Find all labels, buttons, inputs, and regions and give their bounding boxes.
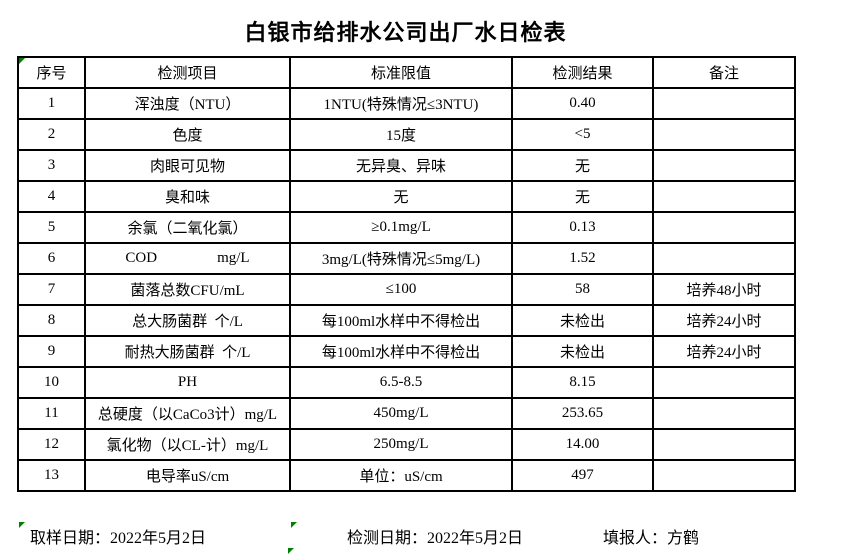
cell-result: 14.00 — [511, 428, 654, 461]
cell-remark — [652, 87, 796, 120]
header-row: 序号 检测项目 标准限值 检测结果 备注 — [17, 56, 796, 89]
column-header-result: 检测结果 — [511, 56, 654, 89]
cell-remark — [652, 118, 796, 151]
daily-check-table: 序号 检测项目 标准限值 检测结果 备注 1 浑浊度（NTU） 1NTU(特殊情… — [17, 56, 796, 492]
cell-limit: 无异臭、异味 — [289, 149, 513, 182]
error-indicator-icon — [19, 58, 25, 64]
cell-item: 菌落总数CFU/mL — [84, 273, 291, 306]
column-header-item: 检测项目 — [84, 56, 291, 89]
error-indicator-icon — [291, 522, 297, 528]
cell-item: 总硬度（以CaCo3计）mg/L — [84, 397, 291, 430]
cell-result: 未检出 — [511, 335, 654, 368]
column-header-serial: 序号 — [17, 56, 86, 89]
cell-result: 无 — [511, 180, 654, 213]
cell-result: 0.13 — [511, 211, 654, 244]
cell-item: 臭和味 — [84, 180, 291, 213]
table-row: 6 COD mg/L 3mg/L(特殊情况≤5mg/L) 1.52 — [17, 242, 796, 275]
cell-remark — [652, 242, 796, 275]
table-row: 9 耐热大肠菌群 个/L 每100ml水样中不得检出 未检出 培养24小时 — [17, 335, 796, 368]
table-row: 7 菌落总数CFU/mL ≤100 58 培养48小时 — [17, 273, 796, 306]
reporter-text: 填报人：方鹤 — [603, 530, 700, 547]
cell-serial: 11 — [17, 397, 86, 430]
cell-remark — [652, 397, 796, 430]
table-row: 4 臭和味 无 无 — [17, 180, 796, 213]
page-title: 白银市给排水公司出厂水日检表 — [244, 20, 567, 45]
cell-serial: 9 — [17, 335, 86, 368]
cell-item: 氯化物（以CL-计）mg/L — [84, 428, 291, 461]
table-row: 13 电导率uS/cm 单位：uS/cm 497 — [17, 459, 796, 492]
cell-remark — [652, 149, 796, 182]
cell-limit: 无 — [289, 180, 513, 213]
cell-remark: 培养24小时 — [652, 304, 796, 337]
cell-serial: 8 — [17, 304, 86, 337]
cell-result: 无 — [511, 149, 654, 182]
cell-limit: 3mg/L(特殊情况≤5mg/L) — [289, 242, 513, 275]
cell-limit: ≤100 — [289, 273, 513, 306]
error-indicator-icon — [19, 522, 25, 528]
table-row: 1 浑浊度（NTU） 1NTU(特殊情况≤3NTU) 0.40 — [17, 87, 796, 120]
cell-result: 1.52 — [511, 242, 654, 275]
cell-item: PH — [84, 366, 291, 399]
cell-limit: 每100ml水样中不得检出 — [289, 335, 513, 368]
sampling-date-text: 取样日期：2022年5月2日 — [30, 530, 207, 547]
cell-remark — [652, 366, 796, 399]
cell-serial: 1 — [17, 87, 86, 120]
cell-item: 电导率uS/cm — [84, 459, 291, 492]
cell-remark — [652, 211, 796, 244]
cell-result: 8.15 — [511, 366, 654, 399]
cell-limit: 6.5-8.5 — [289, 366, 513, 399]
table-row: 12 氯化物（以CL-计）mg/L 250mg/L 14.00 — [17, 428, 796, 461]
cell-item: 总大肠菌群 个/L — [84, 304, 291, 337]
cell-limit: 15度 — [289, 118, 513, 151]
cell-limit: 250mg/L — [289, 428, 513, 461]
cell-limit: 450mg/L — [289, 397, 513, 430]
cell-item: 浑浊度（NTU） — [84, 87, 291, 120]
cell-result: 253.65 — [511, 397, 654, 430]
table-row: 11 总硬度（以CaCo3计）mg/L 450mg/L 253.65 — [17, 397, 796, 430]
cell-remark: 培养48小时 — [652, 273, 796, 306]
cell-limit: ≥0.1mg/L — [289, 211, 513, 244]
table-row: 3 肉眼可见物 无异臭、异味 无 — [17, 149, 796, 182]
cell-result: 0.40 — [511, 87, 654, 120]
column-header-remark: 备注 — [652, 56, 796, 89]
cell-serial: 7 — [17, 273, 86, 306]
cell-serial: 12 — [17, 428, 86, 461]
table-row: 5 余氯（二氧化氯） ≥0.1mg/L 0.13 — [17, 211, 796, 244]
column-header-limit: 标准限值 — [289, 56, 513, 89]
cell-limit: 单位：uS/cm — [289, 459, 513, 492]
cell-serial: 10 — [17, 366, 86, 399]
cell-item: 余氯（二氧化氯） — [84, 211, 291, 244]
cell-limit: 1NTU(特殊情况≤3NTU) — [289, 87, 513, 120]
cell-serial: 3 — [17, 149, 86, 182]
cell-remark — [652, 428, 796, 461]
cell-limit: 每100ml水样中不得检出 — [289, 304, 513, 337]
cell-serial: 4 — [17, 180, 86, 213]
cell-remark: 培养24小时 — [652, 335, 796, 368]
cell-item: COD mg/L — [84, 242, 291, 275]
cell-serial: 13 — [17, 459, 86, 492]
cell-serial: 2 — [17, 118, 86, 151]
error-indicator-icon — [288, 548, 294, 554]
table-row: 2 色度 15度 <5 — [17, 118, 796, 151]
table-row: 10 PH 6.5-8.5 8.15 — [17, 366, 796, 399]
cell-serial: 5 — [17, 211, 86, 244]
cell-result: 58 — [511, 273, 654, 306]
cell-item: 耐热大肠菌群 个/L — [84, 335, 291, 368]
table-row: 8 总大肠菌群 个/L 每100ml水样中不得检出 未检出 培养24小时 — [17, 304, 796, 337]
cell-item: 色度 — [84, 118, 291, 151]
cell-item: 肉眼可见物 — [84, 149, 291, 182]
cell-serial: 6 — [17, 242, 86, 275]
cell-remark — [652, 459, 796, 492]
cell-remark — [652, 180, 796, 213]
cell-result: <5 — [511, 118, 654, 151]
cell-result: 497 — [511, 459, 654, 492]
cell-result: 未检出 — [511, 304, 654, 337]
test-date-text: 检测日期：2022年5月2日 — [347, 530, 524, 547]
